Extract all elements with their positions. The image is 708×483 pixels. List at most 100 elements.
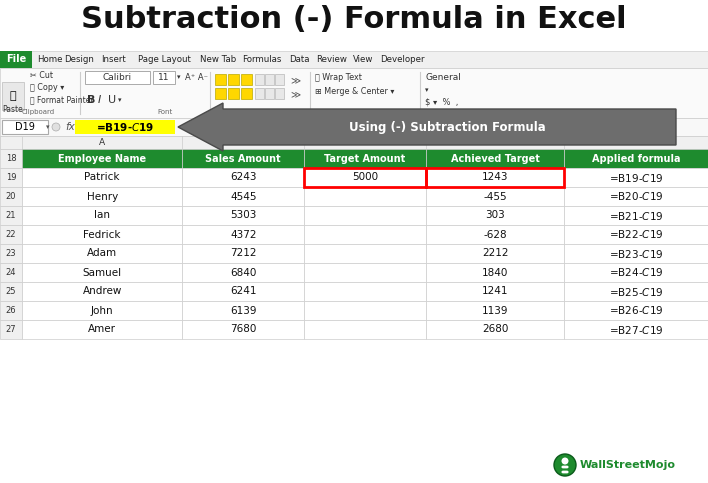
Bar bbox=[426, 320, 564, 339]
Text: =B21-$C$19: =B21-$C$19 bbox=[609, 210, 663, 222]
Text: ▾: ▾ bbox=[118, 97, 122, 103]
Text: =B25-$C$19: =B25-$C$19 bbox=[609, 285, 663, 298]
Bar bbox=[426, 244, 564, 263]
Bar bbox=[426, 149, 564, 168]
Text: 6243: 6243 bbox=[230, 172, 256, 183]
Text: =B19-$C$19: =B19-$C$19 bbox=[609, 171, 663, 184]
Text: Developer: Developer bbox=[380, 55, 425, 64]
Text: 1139: 1139 bbox=[481, 306, 508, 315]
Bar bbox=[564, 301, 708, 320]
Text: Calibri: Calibri bbox=[103, 72, 132, 82]
Text: View: View bbox=[353, 55, 373, 64]
Bar bbox=[304, 168, 426, 187]
Bar bbox=[183, 263, 304, 282]
Text: Adam: Adam bbox=[87, 248, 118, 258]
Bar bbox=[22, 225, 183, 244]
Bar bbox=[0, 301, 22, 320]
Bar bbox=[153, 71, 175, 84]
Bar bbox=[304, 225, 426, 244]
Text: -628: -628 bbox=[483, 229, 507, 240]
Text: Achieved Target: Achieved Target bbox=[450, 154, 539, 164]
Bar bbox=[183, 301, 304, 320]
Bar bbox=[22, 301, 183, 320]
Bar bbox=[304, 263, 426, 282]
Text: 4372: 4372 bbox=[230, 229, 256, 240]
Bar bbox=[215, 74, 226, 85]
Bar bbox=[0, 225, 22, 244]
Text: Alignment: Alignment bbox=[217, 109, 253, 115]
Bar bbox=[183, 225, 304, 244]
Bar bbox=[255, 74, 264, 85]
Bar bbox=[183, 320, 304, 339]
Bar bbox=[0, 168, 22, 187]
Text: Data: Data bbox=[289, 55, 309, 64]
Bar bbox=[0, 118, 708, 136]
Bar bbox=[241, 74, 252, 85]
Text: ▾: ▾ bbox=[425, 87, 428, 93]
Bar bbox=[22, 320, 183, 339]
Text: 📄 Copy ▾: 📄 Copy ▾ bbox=[30, 84, 64, 93]
Text: $ ▾  %  ,: $ ▾ % , bbox=[425, 98, 458, 106]
Bar bbox=[304, 320, 426, 339]
Bar bbox=[22, 263, 183, 282]
Text: =B20-$C$19: =B20-$C$19 bbox=[609, 190, 663, 202]
Bar bbox=[0, 51, 708, 68]
Text: 2680: 2680 bbox=[482, 325, 508, 335]
Bar bbox=[426, 263, 564, 282]
Bar bbox=[0, 206, 22, 225]
Circle shape bbox=[52, 123, 60, 131]
Text: ⊞ Merge & Center ▾: ⊞ Merge & Center ▾ bbox=[315, 87, 394, 97]
Text: Patrick: Patrick bbox=[84, 172, 120, 183]
Bar bbox=[304, 187, 426, 206]
Text: fx: fx bbox=[65, 122, 75, 132]
Text: =B27-$C$19: =B27-$C$19 bbox=[609, 324, 663, 336]
Bar bbox=[564, 225, 708, 244]
Text: Applied formula: Applied formula bbox=[592, 154, 680, 164]
Text: E: E bbox=[633, 138, 639, 147]
Bar bbox=[215, 88, 226, 99]
Bar bbox=[2, 82, 24, 110]
Text: 2212: 2212 bbox=[481, 248, 508, 258]
Text: Sales Amount: Sales Amount bbox=[205, 154, 281, 164]
Text: ≫: ≫ bbox=[290, 75, 300, 85]
Bar bbox=[0, 187, 22, 206]
Text: D19: D19 bbox=[15, 122, 35, 132]
Bar bbox=[183, 187, 304, 206]
Bar bbox=[275, 88, 284, 99]
Bar bbox=[265, 74, 274, 85]
Text: Henry: Henry bbox=[86, 191, 118, 201]
Bar bbox=[22, 244, 183, 263]
Bar bbox=[265, 88, 274, 99]
Text: Samuel: Samuel bbox=[83, 268, 122, 278]
Bar bbox=[564, 263, 708, 282]
Text: ✂ Cut: ✂ Cut bbox=[30, 71, 53, 81]
Bar bbox=[304, 301, 426, 320]
Bar bbox=[304, 149, 426, 168]
Text: =B26-$C$19: =B26-$C$19 bbox=[609, 304, 663, 316]
Bar bbox=[0, 149, 22, 168]
Text: I: I bbox=[98, 95, 101, 105]
Bar bbox=[426, 168, 564, 187]
Bar bbox=[241, 88, 252, 99]
Text: B: B bbox=[240, 138, 246, 147]
Bar bbox=[426, 168, 564, 187]
Bar bbox=[183, 244, 304, 263]
Bar bbox=[75, 120, 175, 134]
Bar bbox=[22, 168, 183, 187]
Text: Home: Home bbox=[37, 55, 62, 64]
Text: Amer: Amer bbox=[88, 325, 116, 335]
Text: C: C bbox=[362, 138, 368, 147]
Bar bbox=[426, 282, 564, 301]
Text: 22: 22 bbox=[6, 230, 16, 239]
Bar bbox=[0, 282, 22, 301]
Bar bbox=[0, 320, 22, 339]
Bar bbox=[426, 225, 564, 244]
Text: ▾: ▾ bbox=[177, 74, 181, 80]
Text: Paste: Paste bbox=[3, 105, 23, 114]
Bar bbox=[183, 282, 304, 301]
Text: 🖌 Format Painter: 🖌 Format Painter bbox=[30, 96, 93, 104]
Text: 7680: 7680 bbox=[230, 325, 256, 335]
Bar bbox=[0, 68, 708, 118]
Text: 18: 18 bbox=[6, 154, 16, 163]
Text: 1840: 1840 bbox=[482, 268, 508, 278]
